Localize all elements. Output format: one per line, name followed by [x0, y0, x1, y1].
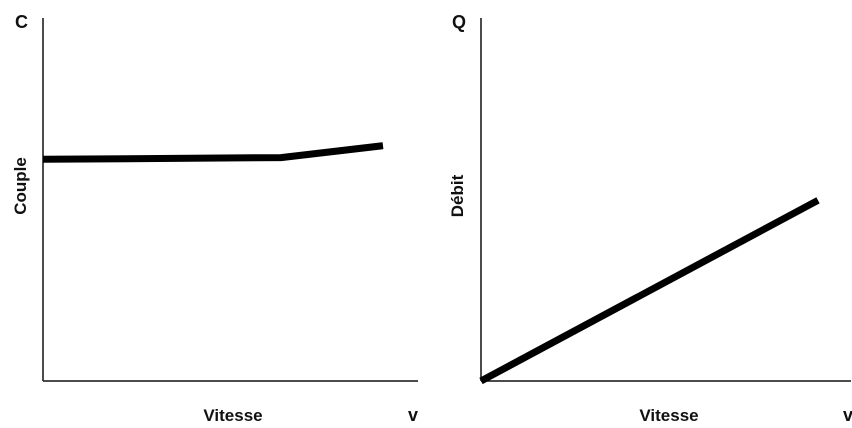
couple-y-axis-letter: C: [15, 12, 28, 32]
couple-chart: C v Vitesse Couple: [11, 12, 418, 425]
debit-y-axis-title: Débit: [448, 174, 467, 217]
debit-y-axis-letter: Q: [452, 12, 466, 32]
debit-chart: Q v Vitesse Débit: [448, 12, 852, 425]
debit-x-axis-title: Vitesse: [639, 406, 698, 425]
debit-x-axis-letter: v: [843, 405, 852, 425]
couple-x-axis-title: Vitesse: [203, 406, 262, 425]
debit-series-line: [479, 197, 820, 385]
couple-series-line: [42, 142, 384, 163]
couple-y-axis-title: Couple: [11, 157, 30, 215]
couple-x-axis-letter: v: [408, 405, 418, 425]
